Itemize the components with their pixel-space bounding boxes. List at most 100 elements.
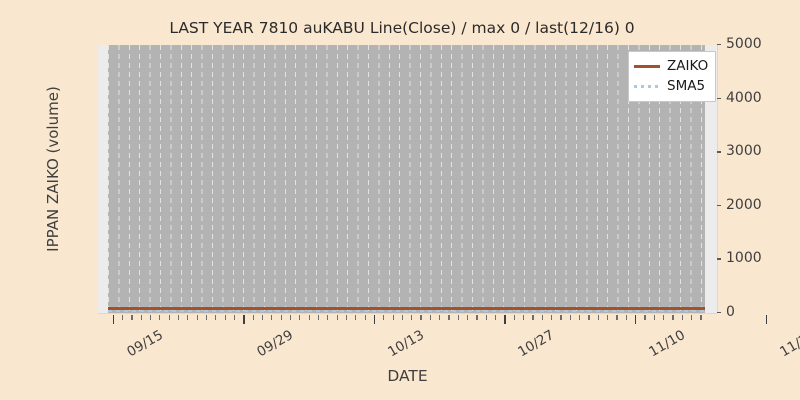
x-axis-minor-tick (495, 315, 497, 320)
x-axis-minor-tick (327, 315, 329, 320)
x-axis-minor-tick (560, 315, 562, 320)
x-axis-minor-tick (187, 315, 189, 320)
x-axis-minor-tick (532, 315, 534, 320)
x-axis-minor-tick (513, 315, 515, 320)
x-axis-minor-tick (691, 315, 693, 320)
x-axis-minor-tick (168, 315, 170, 320)
series-line-zaiko (108, 307, 705, 310)
legend-swatch-sma5-icon (634, 84, 660, 88)
chart-title: LAST YEAR 7810 auKABU Line(Close) / max … (169, 19, 635, 37)
x-axis-major-tick (243, 315, 245, 324)
x-axis-minor-tick (177, 315, 180, 320)
x-axis-minor-tick (429, 315, 431, 320)
x-axis-minor-tick (523, 315, 525, 320)
legend-label-zaiko: ZAIKO (667, 58, 709, 74)
x-axis-minor-tick (336, 315, 338, 320)
x-axis-minor-tick (681, 315, 683, 320)
x-axis-minor-tick (476, 315, 478, 320)
legend-entry-zaiko: ZAIKO (634, 56, 710, 76)
x-axis-label: DATE (387, 367, 428, 385)
x-axis-minor-tick (457, 315, 459, 320)
x-axis-minor-tick (224, 315, 226, 320)
x-axis-minor-tick (205, 315, 208, 320)
x-axis-minor-tick (159, 315, 161, 320)
x-axis-minor-tick (383, 315, 385, 320)
chart-legend: ZAIKO SMA5 (628, 51, 716, 102)
x-axis-spine (98, 313, 717, 315)
x-axis-minor-tick (392, 315, 394, 320)
plot-frame (98, 45, 717, 313)
x-axis-minor-tick (289, 315, 292, 320)
x-axis-major-tick (765, 315, 767, 324)
x-tick-label: 09/29 (254, 327, 297, 361)
x-axis-minor-tick (355, 315, 357, 320)
x-axis-minor-tick (653, 315, 655, 320)
y-tick-label: 4000 (726, 89, 762, 106)
x-axis-minor-tick (467, 315, 469, 320)
x-axis-minor-tick (588, 315, 590, 320)
x-axis-minor-tick (317, 315, 320, 320)
y-tick-mark (717, 44, 721, 46)
x-axis-minor-tick (644, 315, 646, 320)
x-axis-minor-tick (271, 315, 273, 320)
x-axis-minor-tick (569, 315, 571, 320)
x-axis-minor-tick (280, 315, 282, 320)
x-axis-minor-tick (672, 315, 674, 320)
y-tick-mark (717, 312, 721, 314)
y-axis: 0 1000 2000 3000 4000 5000 (717, 36, 797, 320)
x-axis-minor-tick (485, 315, 487, 320)
x-axis-minor-tick (551, 315, 553, 320)
x-axis-minor-tick (364, 315, 366, 320)
y-tick-mark (717, 97, 721, 99)
x-axis-minor-tick (448, 315, 450, 320)
series-line-sma5 (108, 309, 705, 312)
y-axis-label: IPPAN ZAIKO (volume) (44, 86, 62, 252)
x-axis-minor-tick (420, 315, 422, 320)
vertical-gridlines (108, 45, 705, 313)
x-axis-minor-tick (252, 315, 254, 320)
x-axis-minor-tick (308, 315, 310, 320)
x-axis-major-tick (112, 315, 114, 324)
y-tick-mark (717, 151, 721, 153)
x-axis-minor-tick (579, 315, 581, 320)
plot-area (108, 45, 705, 313)
x-axis-minor-tick (541, 315, 543, 320)
y-tick-label: 5000 (726, 36, 762, 52)
x-axis-minor-tick (149, 315, 152, 320)
x-tick-label: 09/15 (123, 327, 166, 361)
x-axis-minor-tick (607, 315, 609, 320)
y-tick-label: 0 (726, 304, 735, 320)
x-tick-label: 10/13 (385, 327, 427, 361)
y-tick-mark (717, 204, 721, 207)
x-axis-minor-tick (616, 315, 618, 320)
y-tick-mark (717, 258, 721, 260)
x-axis-major-tick (373, 315, 376, 324)
x-axis-minor-tick (411, 315, 413, 320)
x-axis-minor-tick (663, 315, 665, 320)
x-axis-minor-tick (597, 315, 599, 320)
x-axis-minor-tick (196, 315, 198, 320)
x-axis-minor-tick (121, 315, 124, 320)
x-axis-major-tick (504, 315, 506, 324)
x-axis-minor-tick (299, 315, 301, 320)
x-axis-minor-tick (700, 315, 702, 320)
x-tick-label: 10/27 (515, 327, 558, 361)
x-axis-minor-tick (261, 315, 264, 320)
x-axis-minor-tick (215, 315, 217, 320)
y-tick-label: 2000 (726, 196, 762, 213)
y-axis-spine (717, 45, 719, 313)
x-axis-minor-tick (131, 315, 133, 320)
legend-swatch-zaiko-icon (634, 64, 660, 68)
x-tick-label: 11/10 (646, 327, 688, 361)
legend-entry-sma5: SMA5 (634, 76, 710, 96)
x-axis-minor-tick (625, 315, 627, 320)
x-tick-label: 11/24 (776, 327, 800, 361)
x-axis-minor-tick (439, 315, 441, 320)
x-axis-minor-tick (140, 315, 142, 320)
x-axis-minor-tick (401, 315, 404, 320)
y-tick-label: 3000 (726, 143, 762, 160)
x-axis-minor-tick (345, 315, 348, 320)
x-axis-major-tick (635, 315, 637, 324)
